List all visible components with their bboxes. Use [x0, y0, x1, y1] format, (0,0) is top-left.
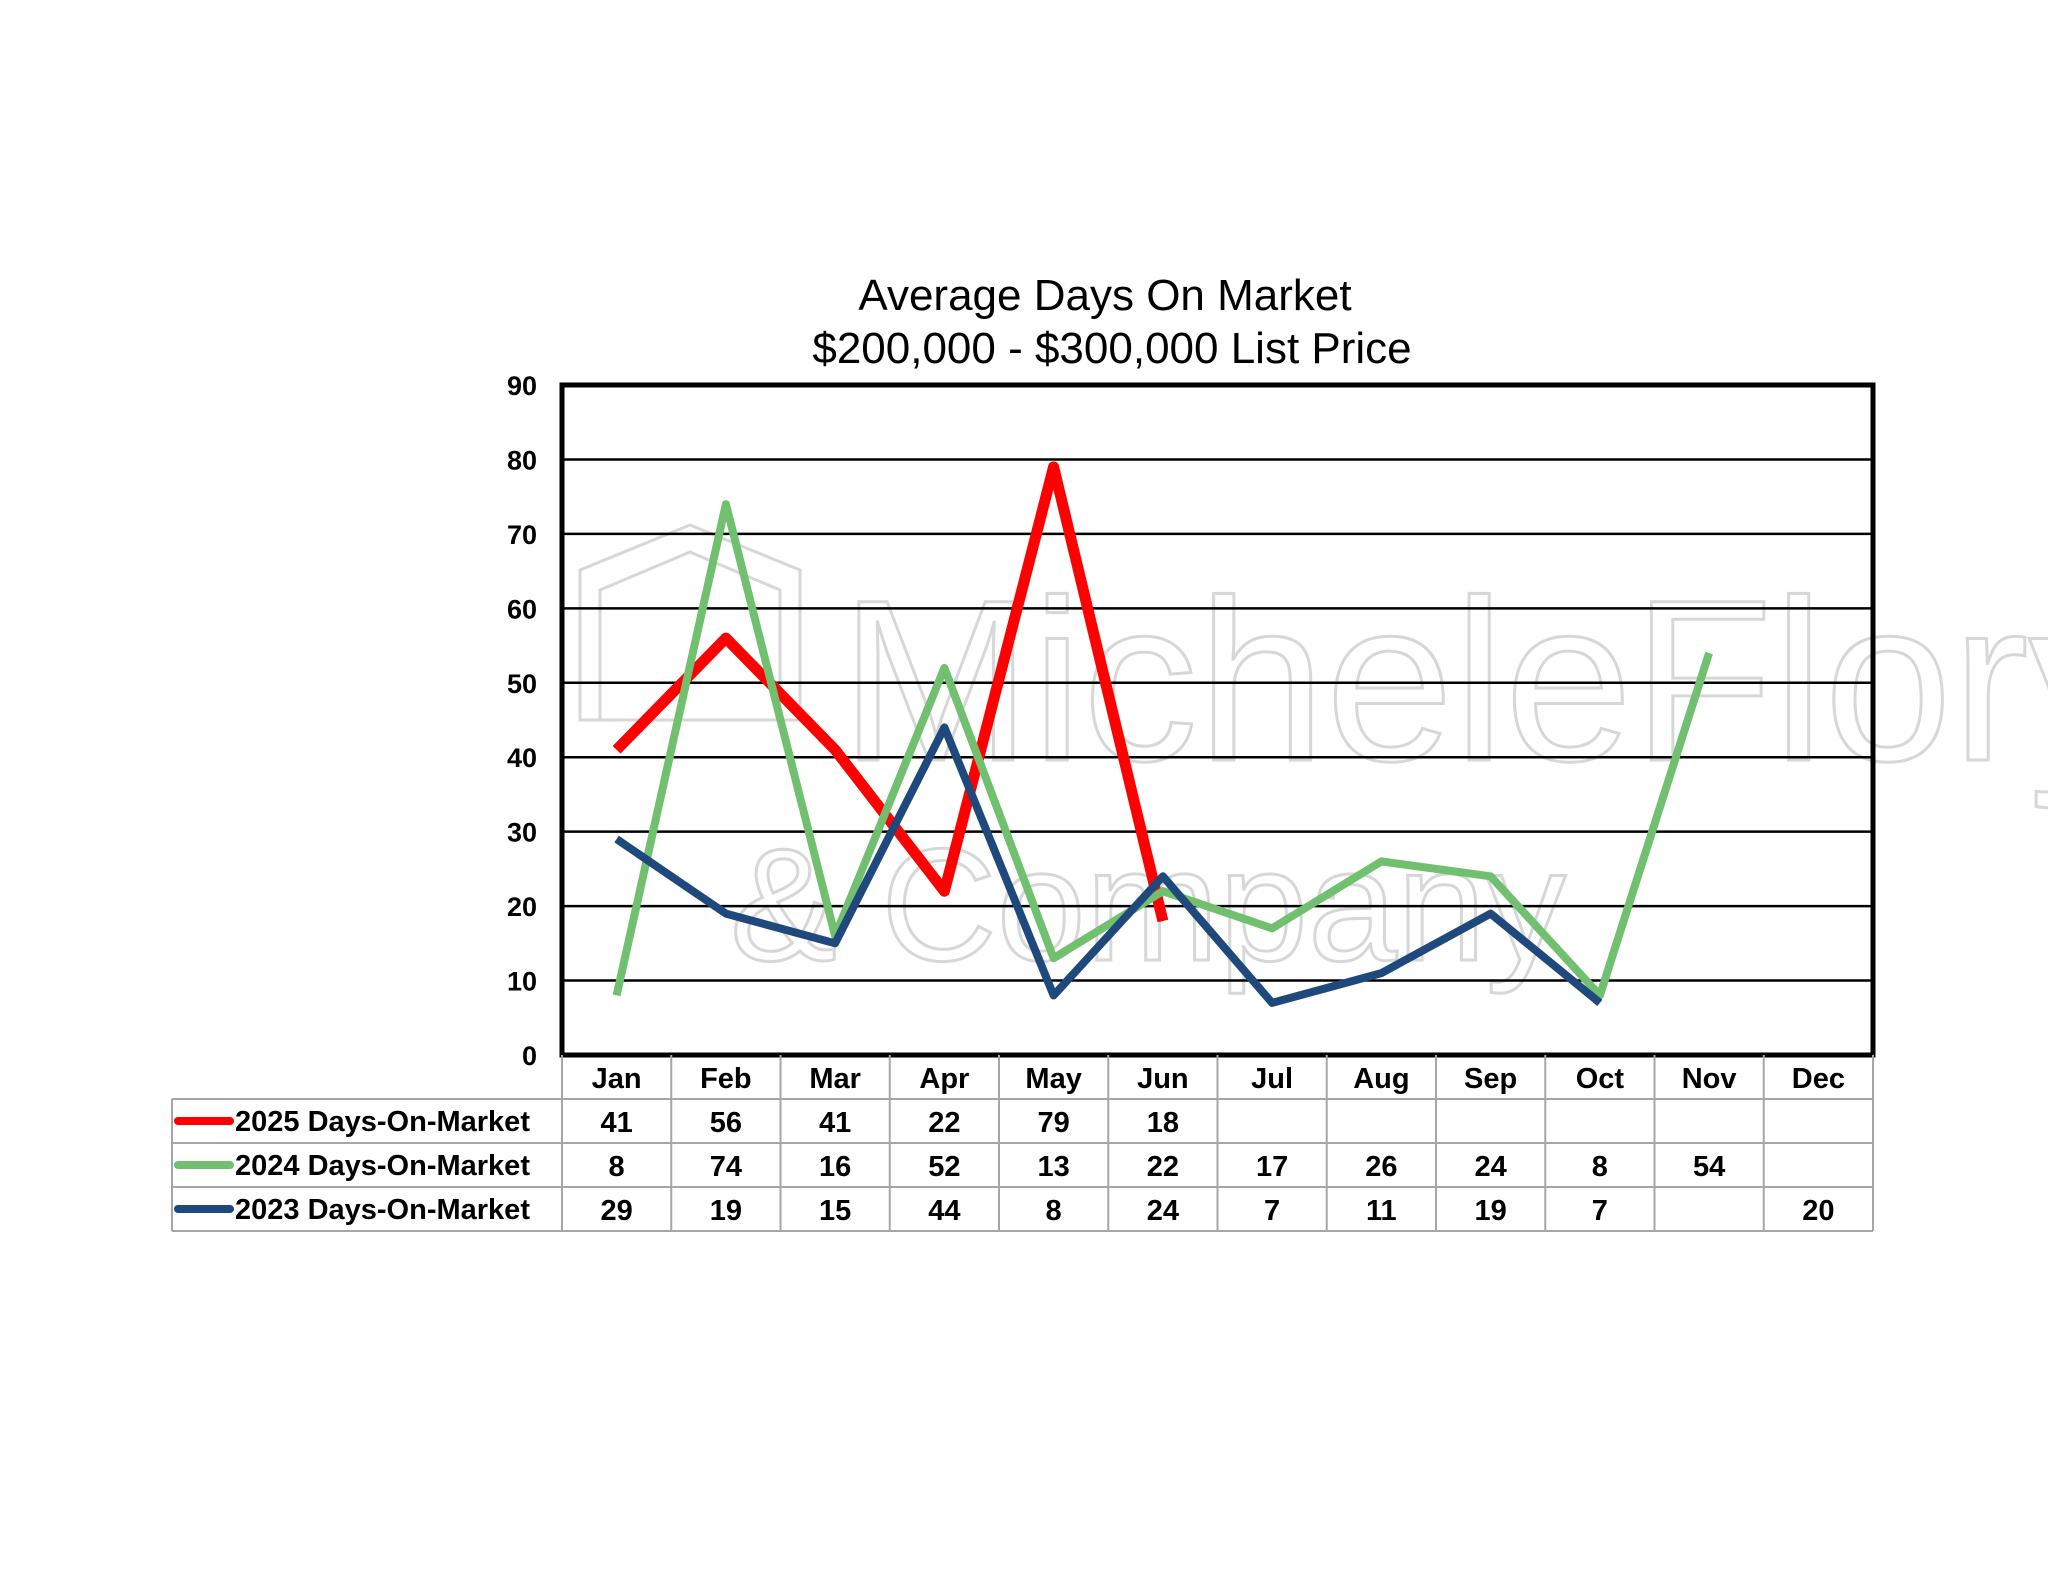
data-label: 15 [819, 1195, 851, 1227]
x-tick-label: May [1025, 1063, 1081, 1095]
data-label: 29 [600, 1195, 632, 1227]
watermark-line1: MicheleFlory [840, 552, 2048, 809]
x-tick-label: Oct [1576, 1063, 1625, 1095]
y-tick-label: 70 [507, 520, 537, 550]
data-label: 41 [819, 1107, 851, 1139]
x-tick-label: Apr [919, 1063, 969, 1095]
x-tick-label: Aug [1353, 1063, 1409, 1095]
data-label: 41 [600, 1107, 632, 1139]
watermark: MicheleFlory & Company [578, 523, 2048, 996]
y-tick-label: 30 [507, 818, 537, 848]
x-tick-label: Jan [592, 1063, 642, 1095]
chart-title: Average Days On Market [858, 271, 1351, 320]
data-label: 44 [928, 1195, 960, 1227]
data-label: 26 [1365, 1151, 1397, 1183]
data-label: 24 [1474, 1151, 1506, 1183]
x-tick-label: Jun [1137, 1063, 1189, 1095]
gridlines [562, 458, 1873, 982]
y-tick-label: 40 [507, 743, 537, 773]
data-label: 11 [1366, 1195, 1397, 1227]
legend-label: 2025 Days-On-Market [235, 1106, 530, 1138]
series-line-2 [612, 500, 1713, 1000]
series-line-1 [612, 461, 1169, 923]
data-label: 24 [1147, 1195, 1179, 1227]
data-label: 7 [1592, 1195, 1608, 1227]
data-label: 17 [1256, 1151, 1288, 1183]
data-label: 20 [1802, 1195, 1834, 1227]
series-lines [612, 461, 1819, 1003]
data-label: 56 [710, 1107, 742, 1139]
y-tick-label: 10 [507, 967, 537, 997]
y-tick-label: 90 [507, 371, 537, 401]
x-tick-label: Dec [1792, 1063, 1845, 1095]
chart-subtitle: $200,000 - $300,000 List Price [812, 324, 1411, 373]
data-label: 16 [819, 1151, 851, 1183]
x-tick-label: Jul [1251, 1063, 1293, 1095]
y-axis: 0 10 20 30 40 50 60 70 80 90 [507, 371, 537, 1071]
data-label: 79 [1037, 1107, 1069, 1139]
data-label: 22 [928, 1107, 960, 1139]
house-logo-icon [578, 523, 802, 722]
y-tick-label: 60 [507, 594, 537, 624]
legend-label: 2024 Days-On-Market [235, 1150, 530, 1182]
data-label: 74 [710, 1151, 742, 1183]
data-table: Jan Feb Mar Apr May Jun Jul Aug Sep Oct Nov Dec 2025… [171, 1055, 1874, 1232]
data-label: 54 [1693, 1151, 1725, 1183]
data-label: 52 [928, 1151, 960, 1183]
y-tick-label: 80 [507, 445, 537, 475]
data-label: 13 [1037, 1151, 1069, 1183]
legend-label: 2023 Days-On-Market [235, 1194, 530, 1226]
data-label: 8 [609, 1151, 625, 1183]
y-tick-label: 50 [507, 669, 537, 699]
x-tick-label: Feb [700, 1063, 752, 1095]
data-label: 8 [1046, 1195, 1062, 1227]
data-label: 19 [710, 1195, 742, 1227]
x-tick-label: Sep [1464, 1063, 1517, 1095]
x-tick-label: Nov [1682, 1063, 1737, 1095]
y-tick-label: 20 [507, 892, 537, 922]
data-label: 18 [1147, 1107, 1179, 1139]
data-label: 7 [1264, 1195, 1280, 1227]
y-tick-label: 0 [522, 1041, 537, 1071]
data-label: 8 [1592, 1151, 1608, 1183]
data-label: 22 [1147, 1151, 1179, 1183]
x-tick-label: Mar [809, 1063, 861, 1095]
data-label: 19 [1474, 1195, 1506, 1227]
